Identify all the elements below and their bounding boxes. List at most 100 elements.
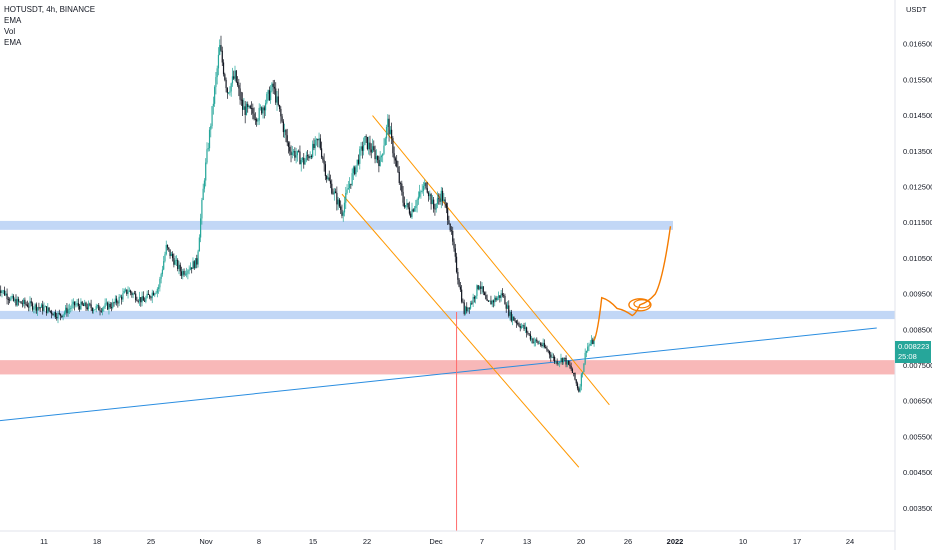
time-tick-label: 25 xyxy=(147,537,155,546)
candle-body xyxy=(433,200,434,209)
candle-body xyxy=(385,138,386,145)
candle-body xyxy=(290,151,291,155)
candle-body xyxy=(378,160,379,166)
candle-body xyxy=(154,294,155,296)
candle-body xyxy=(350,184,351,185)
demand-zone xyxy=(0,360,895,374)
candle-body xyxy=(420,191,421,192)
candle-body xyxy=(187,271,188,274)
candle-body xyxy=(513,317,514,321)
candle xyxy=(209,127,210,151)
candle-body xyxy=(186,274,187,275)
candle-body xyxy=(402,192,403,203)
candle-body xyxy=(224,74,225,80)
indicator-ema-1[interactable]: EMA xyxy=(4,15,95,26)
candle-body xyxy=(14,299,15,301)
candle xyxy=(236,70,237,83)
indicator-ema-2[interactable]: EMA xyxy=(4,37,95,48)
candle-body xyxy=(126,290,127,294)
candle-body xyxy=(549,351,550,355)
candle-body xyxy=(297,151,298,155)
candle-body xyxy=(110,304,111,307)
candle-body xyxy=(210,126,211,130)
candle-body xyxy=(178,265,179,269)
candle-body xyxy=(242,100,243,110)
candle xyxy=(513,316,514,321)
candle-body xyxy=(9,300,10,301)
candle-body xyxy=(359,149,360,164)
currency-label: USDT xyxy=(906,5,927,14)
candle-body xyxy=(386,127,387,138)
candle-body xyxy=(289,147,290,152)
candle-body xyxy=(259,108,260,121)
candle-body xyxy=(61,316,62,317)
candle-body xyxy=(217,68,218,77)
candle-body xyxy=(153,293,154,296)
candle-body xyxy=(439,199,440,202)
candle-body xyxy=(157,289,158,293)
candle-body xyxy=(37,307,38,310)
candle-body xyxy=(33,308,34,309)
candle-body xyxy=(425,183,426,188)
candle-body xyxy=(508,305,509,315)
candle-body xyxy=(411,209,412,217)
candle-body xyxy=(381,156,382,157)
candle-body xyxy=(515,321,516,322)
candle-body xyxy=(521,326,522,328)
candle-body xyxy=(85,303,86,308)
candle-body xyxy=(218,55,219,68)
candle-body xyxy=(239,88,240,99)
candle-body xyxy=(190,267,191,269)
candle-body xyxy=(307,155,308,156)
indicator-vol[interactable]: Vol xyxy=(4,26,95,37)
candle-body xyxy=(493,301,494,303)
candle-body xyxy=(581,374,582,386)
candle-body xyxy=(534,342,535,343)
candle-body xyxy=(161,274,162,279)
candle-body xyxy=(537,341,538,343)
candle-body xyxy=(438,198,439,199)
candle-body xyxy=(68,309,69,313)
candle-body xyxy=(282,116,283,121)
candle-body xyxy=(209,130,210,148)
candle-body xyxy=(117,303,118,304)
candle-body xyxy=(257,121,258,122)
candle-body xyxy=(353,167,354,173)
candle-body xyxy=(145,298,146,302)
candle-body xyxy=(401,184,402,192)
candle-body xyxy=(481,286,482,289)
candle-body xyxy=(69,309,70,310)
candle-body xyxy=(495,298,496,300)
candle-body xyxy=(196,258,197,264)
candle-body xyxy=(582,372,583,374)
candle-body xyxy=(246,104,247,115)
candle-body xyxy=(366,136,367,137)
candle-body xyxy=(503,295,504,296)
price-tick-label: 0.014500 xyxy=(903,111,932,120)
candle-body xyxy=(488,301,489,302)
candle-body xyxy=(578,388,579,391)
time-tick-label: 7 xyxy=(480,537,484,546)
candle-body xyxy=(48,307,49,310)
candle-body xyxy=(273,84,274,87)
candle-body xyxy=(368,143,369,149)
candle-body xyxy=(459,280,460,287)
candle-body xyxy=(349,184,350,188)
time-tick-label: Nov xyxy=(199,537,213,546)
candle-body xyxy=(434,209,435,210)
time-tick-label: 2022 xyxy=(667,537,684,546)
time-tick-label: 20 xyxy=(577,537,585,546)
candle-body xyxy=(42,305,43,311)
candle-body xyxy=(166,245,167,254)
candle-body xyxy=(568,361,569,365)
candle-body xyxy=(262,107,263,113)
candle-body xyxy=(492,301,493,305)
candle-body xyxy=(233,76,234,78)
candle-body xyxy=(334,192,335,194)
candle-body xyxy=(134,294,135,295)
candle xyxy=(574,372,575,380)
candle-body xyxy=(531,339,532,340)
candle-body xyxy=(329,177,330,180)
